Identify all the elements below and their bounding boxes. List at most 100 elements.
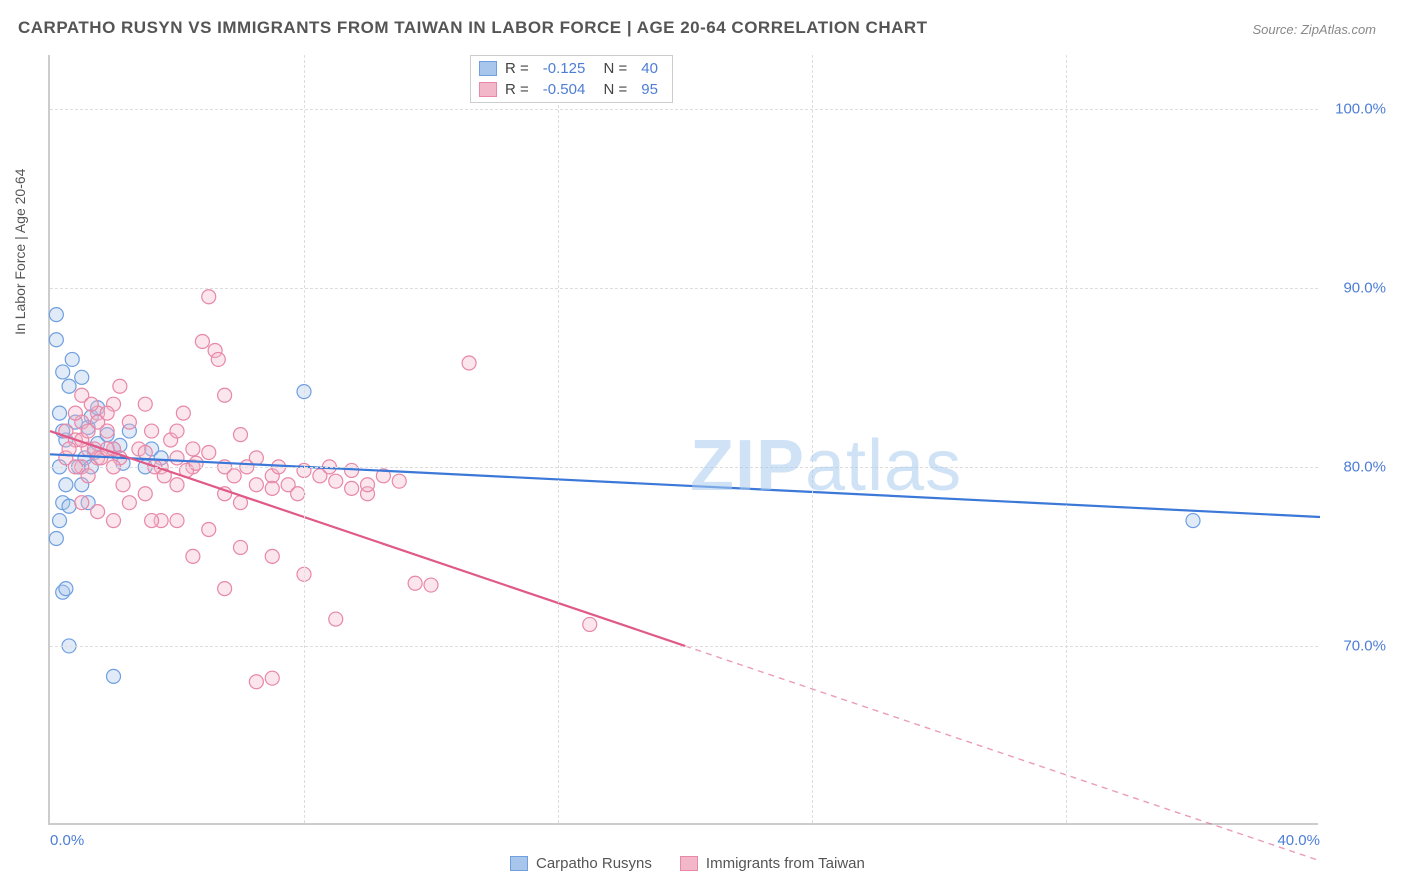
data-point (138, 397, 152, 411)
chart-title: CARPATHO RUSYN VS IMMIGRANTS FROM TAIWAN… (18, 18, 928, 38)
data-point (249, 478, 263, 492)
legend-swatch-1 (510, 856, 528, 871)
data-point (265, 671, 279, 685)
gridline-v (1066, 55, 1067, 823)
data-point (53, 406, 67, 420)
data-point (202, 446, 216, 460)
data-point (408, 576, 422, 590)
r-value-1: -0.125 (543, 60, 586, 77)
data-point (218, 582, 232, 596)
data-point (81, 469, 95, 483)
data-point (62, 379, 76, 393)
data-point (65, 352, 79, 366)
data-point (329, 612, 343, 626)
plot-area: ZIPatlas 70.0%80.0%90.0%100.0%0.0%40.0% (48, 55, 1318, 825)
legend-label-2: Immigrants from Taiwan (706, 855, 865, 872)
data-point (265, 549, 279, 563)
data-point (291, 487, 305, 501)
data-point (53, 514, 67, 528)
data-point (176, 406, 190, 420)
data-point (234, 540, 248, 554)
data-point (84, 397, 98, 411)
data-point (1186, 514, 1200, 528)
gridline-h (50, 288, 1318, 289)
bottom-legend: Carpatho Rusyns Immigrants from Taiwan (510, 855, 865, 872)
data-point (68, 406, 82, 420)
gridline-h (50, 646, 1318, 647)
x-tick-label: 40.0% (1277, 832, 1320, 849)
y-axis-title: In Labor Force | Age 20-64 (12, 169, 28, 335)
data-point (75, 370, 89, 384)
data-point (170, 451, 184, 465)
data-point (49, 333, 63, 347)
data-point (75, 496, 89, 510)
data-point (249, 675, 263, 689)
data-point (170, 478, 184, 492)
data-point (138, 487, 152, 501)
data-point (100, 406, 114, 420)
data-point (107, 514, 121, 528)
gridline-v (304, 55, 305, 823)
data-point (170, 514, 184, 528)
chart-source: Source: ZipAtlas.com (1252, 22, 1376, 37)
data-point (186, 549, 200, 563)
y-tick-label: 70.0% (1343, 637, 1386, 654)
data-point (116, 478, 130, 492)
data-point (234, 428, 248, 442)
data-point (122, 496, 136, 510)
n-label: N = (599, 81, 627, 98)
regression-line (50, 431, 685, 646)
data-point (249, 451, 263, 465)
data-point (462, 356, 476, 370)
n-label: N = (599, 60, 627, 77)
data-point (195, 335, 209, 349)
x-tick-label: 0.0% (50, 832, 84, 849)
swatch-series-1 (479, 61, 497, 76)
n-value-1: 40 (641, 60, 658, 77)
n-value-2: 95 (641, 81, 658, 98)
data-point (145, 514, 159, 528)
gridline-v (558, 55, 559, 823)
y-tick-label: 90.0% (1343, 279, 1386, 296)
data-point (211, 352, 225, 366)
gridline-v (812, 55, 813, 823)
data-point (583, 617, 597, 631)
data-point (122, 415, 136, 429)
data-point (329, 474, 343, 488)
data-point (189, 456, 203, 470)
data-point (202, 523, 216, 537)
chart-svg (50, 55, 1318, 823)
data-point (145, 424, 159, 438)
r-label: R = (505, 60, 529, 77)
data-point (218, 388, 232, 402)
data-point (227, 469, 241, 483)
y-tick-label: 100.0% (1335, 100, 1386, 117)
gridline-h (50, 467, 1318, 468)
data-point (62, 442, 76, 456)
data-point (59, 478, 73, 492)
data-point (62, 499, 76, 513)
data-point (392, 474, 406, 488)
data-point (170, 424, 184, 438)
regression-line-extrapolated (685, 646, 1320, 861)
data-point (113, 379, 127, 393)
stats-legend: R = -0.125 N = 40 R = -0.504 N = 95 (470, 55, 673, 103)
stats-row-series-2: R = -0.504 N = 95 (479, 79, 664, 100)
legend-item-1: Carpatho Rusyns (510, 855, 652, 872)
data-point (202, 290, 216, 304)
data-point (81, 424, 95, 438)
gridline-h (50, 109, 1318, 110)
data-point (186, 442, 200, 456)
data-point (107, 669, 121, 683)
legend-item-2: Immigrants from Taiwan (680, 855, 865, 872)
data-point (49, 308, 63, 322)
data-point (345, 481, 359, 495)
y-tick-label: 80.0% (1343, 458, 1386, 475)
swatch-series-2 (479, 82, 497, 97)
r-value-2: -0.504 (543, 81, 586, 98)
data-point (91, 505, 105, 519)
data-point (265, 481, 279, 495)
data-point (424, 578, 438, 592)
legend-label-1: Carpatho Rusyns (536, 855, 652, 872)
data-point (59, 582, 73, 596)
